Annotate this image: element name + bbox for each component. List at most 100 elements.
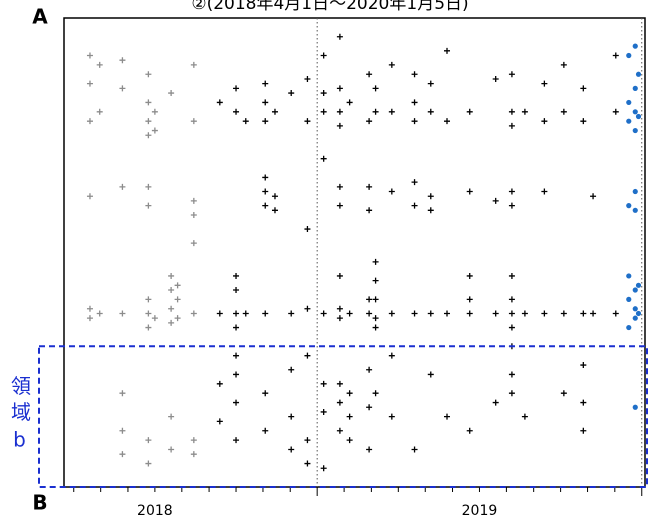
point (444, 310, 451, 317)
point (119, 427, 126, 434)
point (366, 366, 373, 373)
point (320, 108, 327, 115)
point (233, 324, 240, 331)
point (145, 183, 152, 190)
point (271, 193, 278, 200)
point (216, 310, 223, 317)
point (560, 390, 567, 397)
point (304, 352, 311, 359)
point (427, 80, 434, 87)
point (541, 118, 548, 125)
point (492, 197, 499, 204)
point (492, 399, 499, 406)
point (366, 446, 373, 453)
point (466, 188, 473, 195)
point (541, 80, 548, 87)
point (411, 118, 418, 125)
point (508, 324, 515, 331)
point (96, 61, 103, 68)
point (168, 272, 175, 279)
point (320, 90, 327, 97)
point (304, 460, 311, 467)
x-tick-label: 2019 (462, 503, 498, 519)
point (86, 193, 93, 200)
point (580, 399, 587, 406)
point (190, 61, 197, 68)
point (492, 75, 499, 82)
point (388, 108, 395, 115)
point (336, 315, 343, 322)
point (233, 371, 240, 378)
point (288, 310, 295, 317)
point (336, 380, 343, 387)
point (262, 427, 269, 434)
point (372, 277, 379, 284)
point (288, 413, 295, 420)
point (151, 315, 158, 322)
point (366, 296, 373, 303)
point (151, 127, 158, 134)
point (632, 207, 638, 213)
point (145, 324, 152, 331)
point (145, 202, 152, 209)
point (632, 404, 638, 410)
point (288, 446, 295, 453)
point (346, 437, 353, 444)
point (612, 108, 619, 115)
point (372, 108, 379, 115)
point (427, 108, 434, 115)
panel-label: A (32, 5, 48, 29)
point (262, 174, 269, 181)
point (145, 460, 152, 467)
point (372, 390, 379, 397)
point (580, 310, 587, 317)
point (119, 183, 126, 190)
point (508, 188, 515, 195)
point (190, 197, 197, 204)
point (521, 413, 528, 420)
point (233, 272, 240, 279)
point (521, 108, 528, 115)
point (262, 80, 269, 87)
point (233, 437, 240, 444)
point (508, 296, 515, 303)
point (336, 272, 343, 279)
point (508, 272, 515, 279)
point (168, 305, 175, 312)
point (86, 80, 93, 87)
point (216, 380, 223, 387)
point (560, 61, 567, 68)
point (508, 108, 515, 115)
point (233, 352, 240, 359)
point (444, 118, 451, 125)
point (119, 390, 126, 397)
point (427, 371, 434, 378)
point (612, 310, 619, 317)
point (190, 118, 197, 125)
point (346, 413, 353, 420)
point (320, 408, 327, 415)
point (372, 296, 379, 303)
point (336, 427, 343, 434)
plot-frame (63, 17, 646, 488)
point (492, 310, 499, 317)
point (632, 127, 638, 134)
point (262, 202, 269, 209)
point (508, 71, 515, 78)
point (580, 118, 587, 125)
point (145, 99, 152, 106)
point (151, 108, 158, 115)
point (626, 203, 632, 209)
point (96, 108, 103, 115)
point (190, 211, 197, 218)
point (145, 310, 152, 317)
point (336, 85, 343, 92)
point (320, 310, 327, 317)
point (508, 310, 515, 317)
point (168, 319, 175, 326)
point (190, 451, 197, 458)
point (262, 188, 269, 195)
point (444, 413, 451, 420)
point (590, 193, 597, 200)
point (336, 33, 343, 40)
